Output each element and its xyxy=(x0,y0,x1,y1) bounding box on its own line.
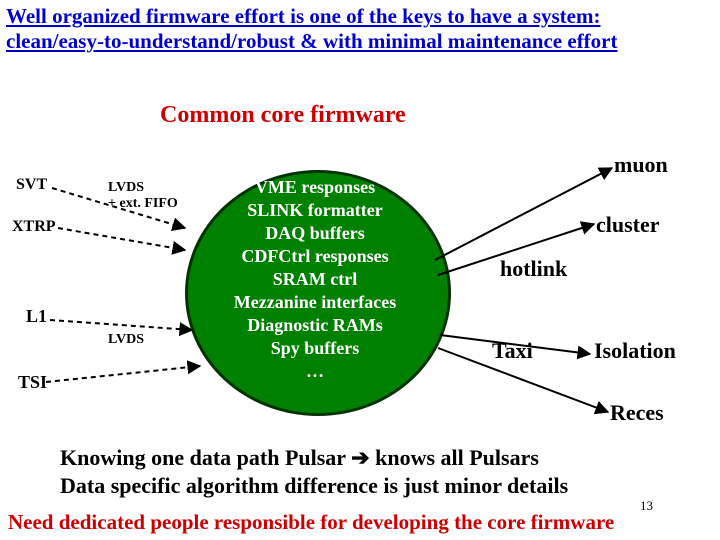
arrow-line xyxy=(58,228,185,250)
arrow-line xyxy=(46,366,200,382)
annotation-lvds-fifo-l2: + ext. FIFO xyxy=(108,196,178,212)
node-cluster: cluster xyxy=(596,212,660,238)
page-number: 13 xyxy=(640,498,653,514)
node-xtrp: XTRP xyxy=(12,218,56,236)
arrow-glyph-icon: ➔ xyxy=(351,445,369,470)
core-item: CDFCtrl responses xyxy=(185,245,445,268)
node-taxi: Taxi xyxy=(492,338,533,364)
annotation-lvds-fifo-l1: LVDS xyxy=(108,180,178,196)
title-line-1: Well organized firmware effort is one of… xyxy=(6,4,714,29)
node-svt: SVT xyxy=(16,176,47,194)
core-item: SLINK formatter xyxy=(185,199,445,222)
core-item: … xyxy=(185,360,445,383)
slide-title: Well organized firmware effort is one of… xyxy=(6,4,714,54)
bottom-line-2: Data specific algorithm difference is ju… xyxy=(60,472,568,500)
title-line-2: clean/easy-to-understand/robust & with m… xyxy=(6,29,714,54)
bottom-text: Knowing one data path Pulsar ➔ knows all… xyxy=(60,444,568,499)
arrow-line xyxy=(50,320,192,330)
core-item: VME responses xyxy=(185,176,445,199)
core-item: Mezzanine interfaces xyxy=(185,291,445,314)
bottom-line-1-prefix: Knowing one data path Pulsar xyxy=(60,445,351,470)
core-item: Spy buffers xyxy=(185,337,445,360)
core-item: Diagnostic RAMs xyxy=(185,314,445,337)
bottom-line-1: Knowing one data path Pulsar ➔ knows all… xyxy=(60,444,568,472)
node-tsi: TSI xyxy=(18,372,47,393)
bottom-line-1-suffix: knows all Pulsars xyxy=(370,445,539,470)
node-hotlink: hotlink xyxy=(500,256,567,282)
node-isolation: Isolation xyxy=(594,338,676,364)
node-reces: Reces xyxy=(610,400,664,426)
footer-text: Need dedicated people responsible for de… xyxy=(8,510,614,535)
annotation-lvds-fifo: LVDS + ext. FIFO xyxy=(108,180,178,212)
section-heading: Common core firmware xyxy=(160,102,406,129)
core-items-list: VME responses SLINK formatter DAQ buffer… xyxy=(185,176,445,383)
core-item: SRAM ctrl xyxy=(185,268,445,291)
node-l1: L1 xyxy=(26,306,47,327)
node-muon: muon xyxy=(614,152,668,178)
annotation-lvds: LVDS xyxy=(108,332,144,348)
arrow-line xyxy=(435,168,612,260)
core-item: DAQ buffers xyxy=(185,222,445,245)
slide-root: Well organized firmware effort is one of… xyxy=(0,0,720,540)
